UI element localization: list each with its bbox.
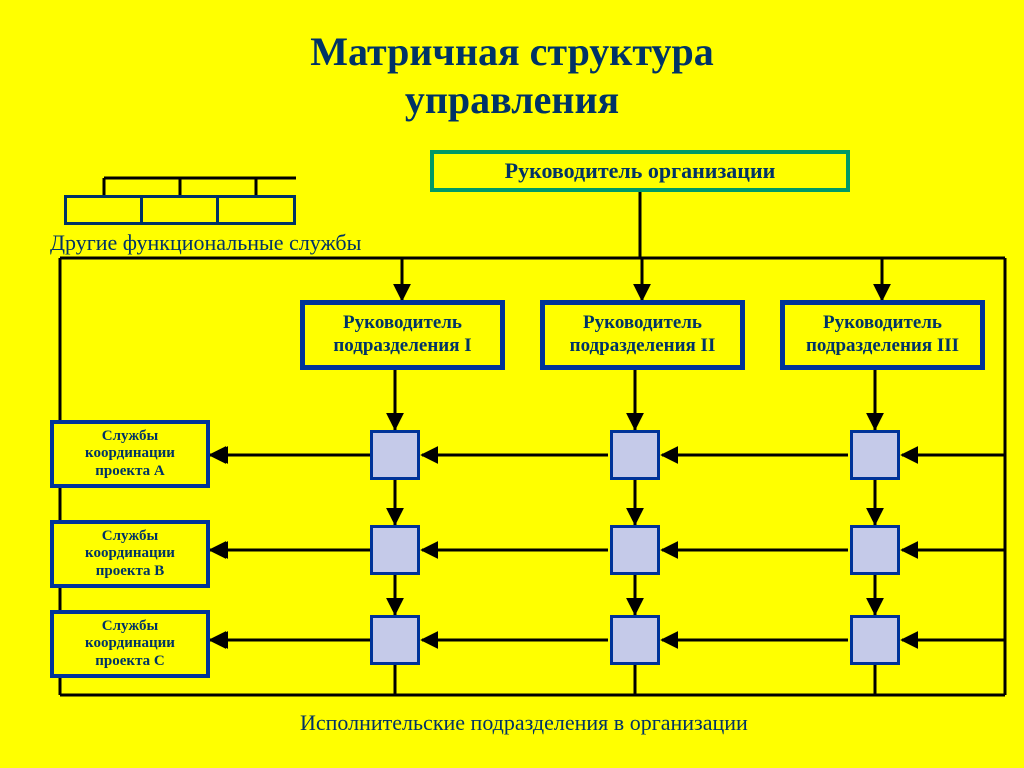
org-head-label: Руководитель организации xyxy=(505,158,776,184)
functional-small-box xyxy=(216,195,296,225)
matrix-cell xyxy=(850,525,900,575)
org-head-box: Руководитель организации xyxy=(430,150,850,192)
project-box-line: проекта С xyxy=(95,653,164,670)
matrix-cell xyxy=(370,525,420,575)
matrix-cell xyxy=(370,615,420,665)
division-head-line2: подразделения II xyxy=(570,335,716,358)
project-box-line: проекта А xyxy=(95,463,164,480)
project-box-line: координации xyxy=(85,635,175,652)
matrix-cell xyxy=(610,430,660,480)
division-head-line2: подразделения I xyxy=(333,335,471,358)
project-box-line: Службы xyxy=(102,428,158,445)
division-head-box: Руководительподразделения III xyxy=(780,300,985,370)
project-box-line: координации xyxy=(85,445,175,462)
project-box: Службыкоординациипроекта С xyxy=(50,610,210,678)
project-box: Службыкоординациипроекта В xyxy=(50,520,210,588)
division-head-line1: Руководитель xyxy=(823,312,942,335)
division-head-line2: подразделения III xyxy=(806,335,959,358)
project-box-line: Службы xyxy=(102,528,158,545)
division-head-box: Руководительподразделения I xyxy=(300,300,505,370)
division-head-line1: Руководитель xyxy=(343,312,462,335)
division-head-box: Руководительподразделения II xyxy=(540,300,745,370)
functional-small-box xyxy=(140,195,220,225)
project-box: Службыкоординациипроекта А xyxy=(50,420,210,488)
matrix-cell xyxy=(850,430,900,480)
matrix-cell xyxy=(370,430,420,480)
bottom-label: Исполнительские подразделения в организа… xyxy=(300,710,748,736)
division-head-line1: Руководитель xyxy=(583,312,702,335)
slide-title-line2: управления xyxy=(0,76,1024,123)
matrix-cell xyxy=(610,615,660,665)
matrix-cell xyxy=(610,525,660,575)
slide-title-line1: Матричная структура xyxy=(0,28,1024,75)
project-box-line: проекта В xyxy=(96,563,165,580)
functional-services-label: Другие функциональные службы xyxy=(50,230,361,256)
functional-small-box xyxy=(64,195,144,225)
matrix-cell xyxy=(850,615,900,665)
project-box-line: Службы xyxy=(102,618,158,635)
project-box-line: координации xyxy=(85,545,175,562)
